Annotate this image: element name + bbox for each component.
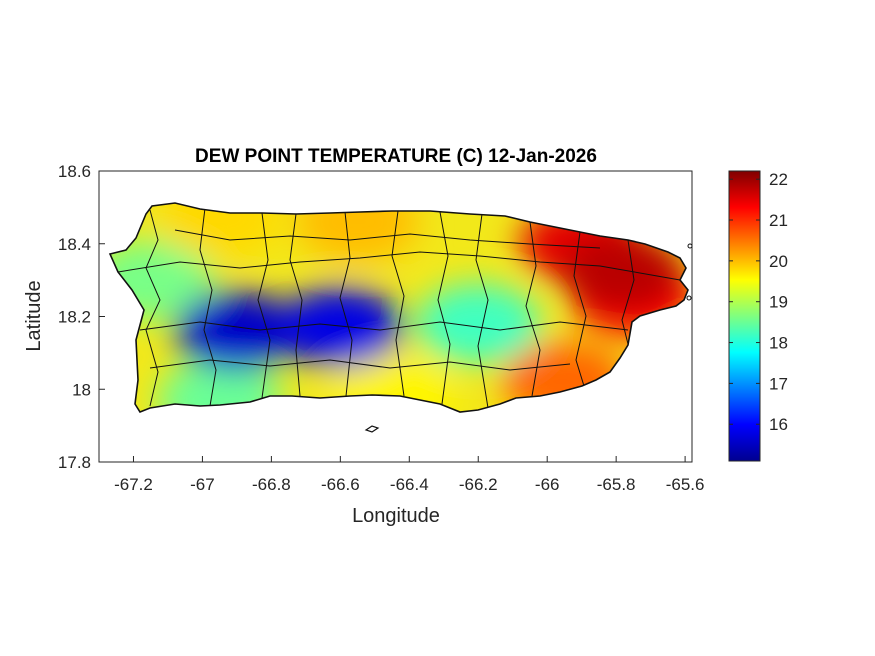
dew-point-region: [157, 360, 282, 412]
x-tick-label: -67: [190, 475, 215, 494]
dew-point-region: [416, 283, 541, 364]
municipality-boundaries: [117, 207, 681, 409]
dew-point-region: [174, 291, 299, 372]
x-tick-label: -66.8: [252, 475, 291, 494]
y-tick-label: 18: [72, 380, 91, 399]
municipality-boundary: [199, 207, 217, 407]
y-tick-label: 18.4: [58, 235, 91, 254]
y-tick-label: 17.8: [58, 453, 91, 472]
colorbar-tick-label: 19: [769, 293, 788, 312]
y-tick-label: 18.6: [58, 162, 91, 181]
x-tick-label: -66.4: [390, 475, 429, 494]
y-axis-label: Latitude: [23, 280, 45, 351]
x-tick-label: -66: [535, 475, 560, 494]
municipality-boundary: [573, 231, 587, 387]
municipality-boundary: [391, 210, 405, 397]
x-axis-ticks: -67.2 -67 -66.8 -66.6 -66.4 -66.2 -66 -65.8 -65.…: [114, 456, 704, 494]
colorbar-tick-label: 20: [769, 252, 788, 271]
x-tick-label: -65.8: [597, 475, 636, 494]
municipality-boundary: [339, 211, 353, 397]
municipality-boundary: [117, 251, 681, 281]
municipality-boundary: [174, 229, 601, 249]
caja-de-muertos-island: [364, 425, 380, 433]
x-tick-label: -66.2: [459, 475, 498, 494]
colorbar-gradient: [728, 170, 761, 462]
colorbar-ticks: 16 17 18 19 20 21 22: [729, 170, 788, 434]
field-blobs: [110, 203, 688, 412]
colorbar-tick-label: 16: [769, 415, 788, 434]
dew-point-region: [295, 203, 420, 262]
municipality-boundary: [145, 209, 161, 407]
x-tick-label: -66.6: [321, 475, 360, 494]
dew-point-field: [110, 203, 688, 412]
municipality-boundary: [525, 221, 541, 397]
municipality-boundary: [149, 359, 571, 371]
y-axis-ticks: 17.8 18 18.2 18.4 18.6: [58, 162, 105, 472]
municipality-boundary: [289, 213, 303, 397]
offshore-islet: [687, 243, 693, 249]
x-tick-label: -67.2: [114, 475, 153, 494]
dew-point-region: [278, 287, 403, 368]
colorbar-tick-label: 21: [769, 211, 788, 230]
x-axis-label: Longitude: [352, 505, 440, 527]
chart-title: DEW POINT TEMPERATURE (C) 12-Jan-2026: [195, 146, 597, 167]
y-tick-label: 18.2: [58, 308, 91, 327]
municipality-boundary: [257, 212, 271, 399]
municipality-boundary: [621, 239, 635, 353]
colorbar: 16 17 18 19 20 21 22: [728, 170, 788, 462]
dew-point-region: [561, 232, 686, 313]
offshore-islet: [686, 295, 692, 301]
x-tick-label: -65.6: [666, 475, 705, 494]
municipality-boundary: [437, 211, 451, 405]
colorbar-tick-label: 22: [769, 170, 788, 189]
colorbar-tick-label: 17: [769, 374, 788, 393]
municipality-boundary: [139, 321, 629, 331]
colorbar-tick-label: 18: [769, 334, 788, 353]
